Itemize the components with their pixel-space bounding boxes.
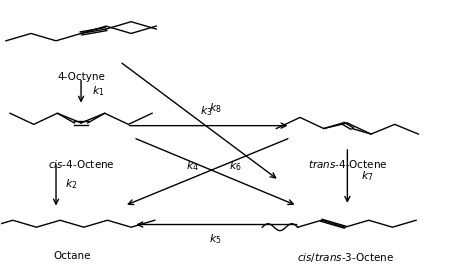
Text: $k_6$: $k_6$ [229,159,242,173]
Text: $k_5$: $k_5$ [209,232,222,246]
Text: $\it{trans}$-4-Octene: $\it{trans}$-4-Octene [308,158,387,170]
Text: $k_1$: $k_1$ [93,84,105,98]
Text: 4-Octyne: 4-Octyne [57,72,105,82]
Text: $k_3$: $k_3$ [200,104,213,118]
Text: $k_4$: $k_4$ [186,159,199,173]
Text: $k_2$: $k_2$ [65,178,78,191]
Text: $k_7$: $k_7$ [361,170,374,183]
Text: $\it{cis}$/$\it{trans}$-3-Octene: $\it{cis}$/$\it{trans}$-3-Octene [297,251,393,264]
Text: $\it{cis}$-4-Octene: $\it{cis}$-4-Octene [48,158,114,170]
Text: $k_8$: $k_8$ [208,101,221,115]
Text: Octane: Octane [53,251,91,261]
